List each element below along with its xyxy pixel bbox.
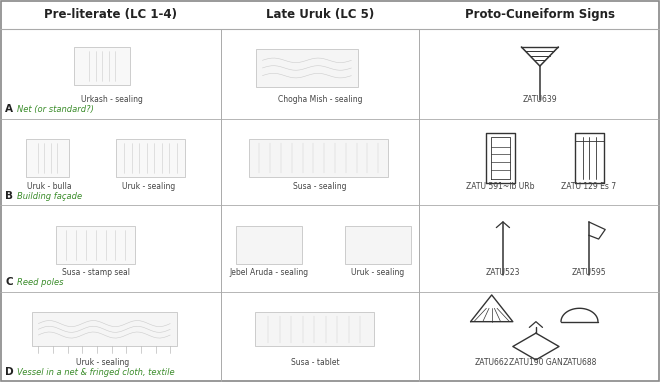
Bar xyxy=(249,139,388,177)
Text: Urkash - sealing: Urkash - sealing xyxy=(81,95,143,104)
Text: Reed poles: Reed poles xyxy=(17,278,63,287)
Text: Uruk - bulla: Uruk - bulla xyxy=(27,182,72,191)
Text: Building façade: Building façade xyxy=(17,192,82,201)
Text: Jebel Aruda - sealing: Jebel Aruda - sealing xyxy=(230,269,309,277)
Bar xyxy=(116,139,185,177)
Text: ZATU523: ZATU523 xyxy=(486,269,520,277)
Text: ZATU662: ZATU662 xyxy=(475,358,509,367)
Text: ZATU688: ZATU688 xyxy=(562,358,597,367)
Text: C: C xyxy=(5,277,13,287)
Text: Susa - sealing: Susa - sealing xyxy=(293,182,347,191)
Text: Pre-literate (LC 1-4): Pre-literate (LC 1-4) xyxy=(44,8,178,21)
Text: B: B xyxy=(5,191,13,201)
Text: Uruk - sealing: Uruk - sealing xyxy=(351,269,404,277)
Bar xyxy=(345,226,411,264)
Text: A: A xyxy=(5,104,13,114)
Text: Susa - stamp seal: Susa - stamp seal xyxy=(61,269,130,277)
Text: Uruk - sealing: Uruk - sealing xyxy=(122,182,175,191)
Bar xyxy=(56,226,135,264)
Bar xyxy=(255,312,374,346)
Text: Late Uruk (LC 5): Late Uruk (LC 5) xyxy=(266,8,374,21)
Text: ZATU639: ZATU639 xyxy=(523,95,557,104)
Bar xyxy=(236,226,302,264)
Text: Susa - tablet: Susa - tablet xyxy=(291,358,340,367)
Text: Chogha Mish - sealing: Chogha Mish - sealing xyxy=(278,95,362,104)
Bar xyxy=(256,49,358,87)
Text: ZATU595: ZATU595 xyxy=(572,269,606,277)
Bar xyxy=(32,312,177,346)
Text: ZATU190 GAN: ZATU190 GAN xyxy=(509,358,563,367)
Text: Vessel in a net & fringed cloth, textile: Vessel in a net & fringed cloth, textile xyxy=(17,368,175,377)
Text: Proto-Cuneiform Signs: Proto-Cuneiform Signs xyxy=(465,8,615,21)
Text: Net (or standard?): Net (or standard?) xyxy=(17,105,94,114)
Bar xyxy=(26,139,69,177)
Bar xyxy=(74,47,130,85)
Text: Uruk - sealing: Uruk - sealing xyxy=(76,358,129,367)
Text: ZATU 591~lb URb: ZATU 591~lb URb xyxy=(466,182,535,191)
Text: D: D xyxy=(5,367,14,377)
Text: ZATU 129 Es 7: ZATU 129 Es 7 xyxy=(561,182,616,191)
